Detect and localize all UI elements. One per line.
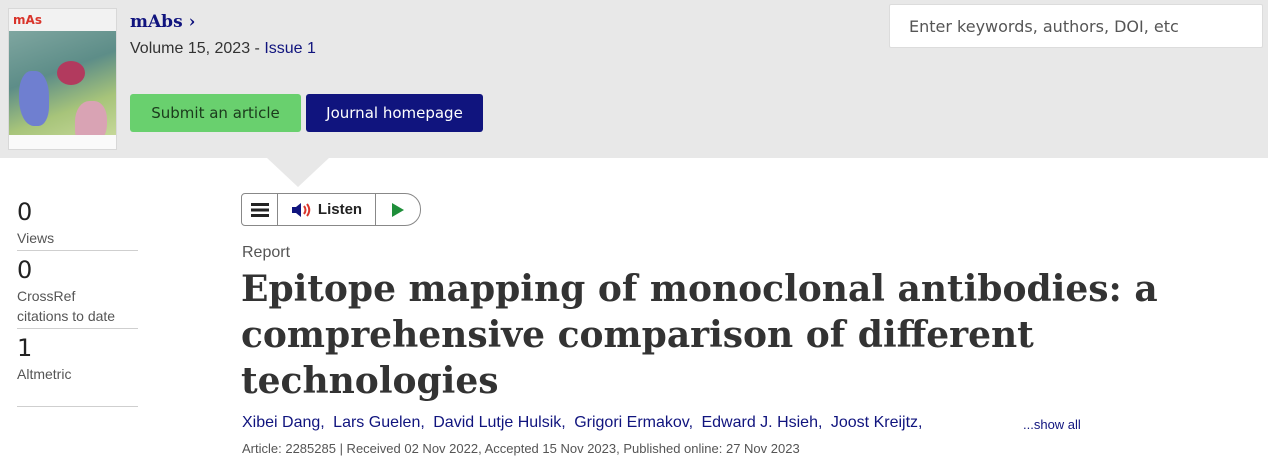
menu-button[interactable]: [242, 194, 278, 225]
article-metrics: 0 Views 0 CrossRef citations to date 1 A…: [17, 196, 138, 410]
readspeaker-toolbar: Listen: [241, 193, 421, 226]
metric-views: 0 Views: [17, 196, 138, 251]
altmetric-count: 1: [17, 334, 33, 362]
cover-logo: mAs: [13, 13, 42, 27]
submit-article-button[interactable]: Submit an article: [130, 94, 301, 132]
menu-icon: [250, 202, 269, 217]
views-label: Views: [17, 230, 55, 246]
article-title: Epitope mapping of monoclonal antibodies…: [241, 268, 1158, 402]
crossref-label: CrossRef: [17, 288, 76, 304]
author-link[interactable]: Lars Guelen,: [333, 414, 425, 431]
metric-altmetric[interactable]: 1 Altmetric: [17, 332, 138, 407]
show-all-authors-link[interactable]: ...show all: [1023, 417, 1081, 432]
issue-link[interactable]: Issue 1: [264, 40, 316, 57]
chevron-right-icon: ›: [188, 12, 196, 32]
header-pointer-notch: [266, 157, 330, 187]
journal-title-link[interactable]: mAbs ›: [130, 12, 195, 32]
article-type: Report: [242, 244, 291, 261]
altmetric-label: Altmetric: [17, 366, 72, 382]
author-link[interactable]: Edward J. Hsieh,: [701, 414, 823, 431]
journal-homepage-button[interactable]: Journal homepage: [306, 94, 483, 132]
cover-footer: [9, 135, 116, 149]
listen-label: Listen: [317, 201, 363, 218]
cover-artwork: [9, 31, 116, 146]
author-list: Xibei Dang, Lars Guelen, David Lutje Hul…: [242, 414, 926, 432]
search-box[interactable]: [889, 4, 1263, 48]
search-input[interactable]: [890, 5, 1262, 47]
crossref-sublabel: citations to date: [17, 308, 116, 324]
journal-cover-image[interactable]: mAs: [8, 8, 117, 150]
author-link[interactable]: Joost Kreijtz,: [830, 414, 923, 431]
article-publication-info: Article: 2285285 | Received 02 Nov 2022,…: [242, 441, 800, 456]
author-link[interactable]: Xibei Dang,: [242, 414, 325, 431]
author-link[interactable]: David Lutje Hulsik,: [433, 414, 566, 431]
play-button[interactable]: [376, 194, 420, 225]
play-icon: [392, 202, 404, 217]
views-count: 0: [17, 198, 33, 226]
metric-crossref[interactable]: 0 CrossRef citations to date: [17, 254, 138, 329]
journal-name: mAbs: [130, 12, 183, 32]
listen-button[interactable]: Listen: [278, 194, 376, 225]
volume-text: Volume 15, 2023 -: [130, 40, 265, 57]
author-link[interactable]: Grigori Ermakov,: [574, 414, 694, 431]
speaker-icon: [291, 202, 311, 217]
volume-info: Volume 15, 2023 - Issue 1: [130, 40, 316, 58]
crossref-count: 0: [17, 256, 33, 284]
